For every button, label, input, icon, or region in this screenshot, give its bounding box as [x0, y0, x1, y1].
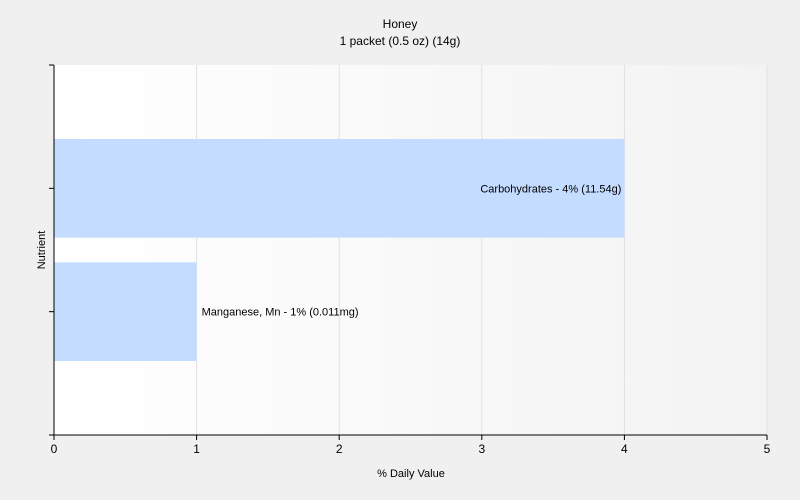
bars: Carbohydrates - 4% (11.54g) Manganese, Mn…: [54, 139, 625, 361]
x-tick-labels: 0 1 2 3 4 5: [51, 442, 771, 456]
y-axis-title: Nutrient: [36, 231, 48, 270]
bar: [54, 262, 197, 361]
x-axis-title: % Daily Value: [377, 468, 445, 480]
axes: [49, 64, 768, 440]
x-tick-label: 1: [193, 442, 200, 456]
chart-subtitle: 1 packet (0.5 oz) (14g): [340, 34, 461, 48]
gridlines: [196, 65, 768, 435]
bar-label: Manganese, Mn - 1% (0.011mg): [202, 307, 359, 319]
x-tick-label: 2: [336, 442, 343, 456]
x-tick-label: 4: [621, 442, 628, 456]
plot-area: [54, 65, 767, 435]
bar-label: Carbohydrates - 4% (11.54g): [480, 183, 621, 195]
bar: [54, 139, 625, 238]
x-tick-label: 0: [51, 442, 58, 456]
x-tick-label: 5: [764, 442, 771, 456]
chart-title: Honey: [383, 17, 418, 31]
x-tick-label: 3: [478, 442, 485, 456]
